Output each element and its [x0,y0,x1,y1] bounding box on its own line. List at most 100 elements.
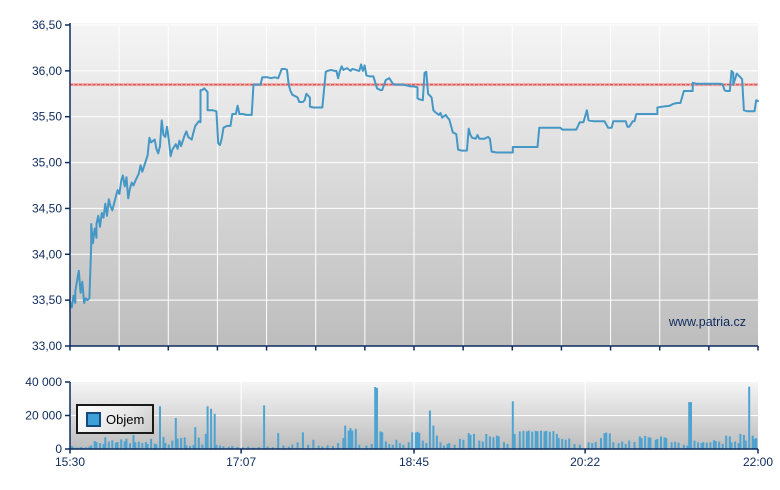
volume-bar [104,437,107,449]
volume-bar [591,443,594,449]
volume-gridlines [70,382,758,449]
volume-bar [469,434,472,449]
volume-bar [617,443,620,449]
volume-bar [688,402,691,449]
volume-bar [159,406,161,449]
volume-bar [568,438,571,449]
volume-bar [649,437,652,449]
volume-bar [674,441,677,449]
volume-bar [349,428,352,449]
volume-bar [307,444,310,449]
volume-bar [180,437,183,449]
volume-bar [123,441,126,449]
volume-bar [171,440,174,449]
volume-bar [266,446,269,449]
volume-bar [241,447,244,449]
volume-legend-label: Objem [106,411,145,427]
volume-bar [534,430,537,449]
volume-bar [379,431,382,449]
volume-bar [555,433,558,449]
volume-bar [197,437,200,449]
volume-bar [271,447,274,449]
volume-bar [600,438,602,449]
volume-bar [432,425,435,449]
volume-bar [354,428,357,449]
volume-bar [587,442,590,449]
volume-bar [453,444,456,449]
volume-bar [218,445,221,449]
volume-bar [176,438,179,449]
volume-bar [164,443,167,449]
volume-bar [150,438,153,449]
volume-bar [647,437,650,449]
volume-bar [425,443,428,449]
volume-bar [102,444,105,449]
volume-bar [564,439,567,449]
volume-bar [473,433,475,449]
volume-bar [488,436,491,449]
volume-bar [167,444,170,449]
volume-bar [125,438,128,449]
volume-bar [594,442,597,449]
volume-bar [418,432,421,449]
volume-bar [137,441,140,449]
volume-bar [693,440,696,449]
volume-bar [204,433,207,449]
volume-bar [527,430,530,449]
volume-bar [751,435,754,449]
volume-legend: Objem [76,404,155,434]
volume-bar [603,433,606,449]
volume-bar [183,437,186,449]
volume-bar [277,433,280,449]
volume-bar [721,444,724,449]
volume-bar [416,431,419,449]
volume-bar [185,445,188,449]
volume-bar [712,440,715,449]
volume-bar [414,432,417,449]
volume-bar [718,441,721,449]
volume-bar [525,431,528,449]
volume-bar [263,405,266,449]
volume-bar [407,442,410,449]
volume-bar [435,435,438,449]
volume-bar [677,442,680,449]
time-axis-tick-label: 17:07 [226,455,256,469]
volume-bar [702,442,705,449]
volume-bar [633,442,636,449]
volume-bar [739,433,742,449]
volume-bar [697,442,699,449]
volume-bar [153,443,156,449]
volume-bar [605,432,608,449]
price-axis-tick-label: 35,00 [32,156,62,170]
volume-bar [351,430,354,449]
volume-bar [621,441,624,449]
axes [65,23,759,454]
volume-bar [690,402,692,449]
volume-bar [312,439,315,449]
volume-bar [398,443,401,449]
volume-bar [222,446,225,449]
volume-bar [155,444,158,449]
volume-bar [428,410,431,449]
volume-bar [72,447,75,449]
volume-bar [201,444,204,449]
volume-bar [531,431,534,449]
volume-bar [513,433,516,449]
volume-bar [296,442,299,449]
volume-bar [511,401,514,449]
volume-bar [215,445,218,449]
volume-bar [132,434,135,449]
volume-bar [344,425,347,449]
volume-bar [88,446,91,449]
axis-labels: 36,50 36,00 35,50 35,00 34,50 34,00 33,50 33,00… [25,18,773,469]
volume-bar [644,435,647,449]
volume-bar [421,440,424,449]
volume-bar [162,436,165,449]
volume-bar [439,442,442,449]
time-axis-tick-label: 18:45 [399,455,429,469]
volume-bar [481,441,484,449]
volume-bar [227,446,230,449]
time-axis-tick-label: 22:00 [743,455,773,469]
